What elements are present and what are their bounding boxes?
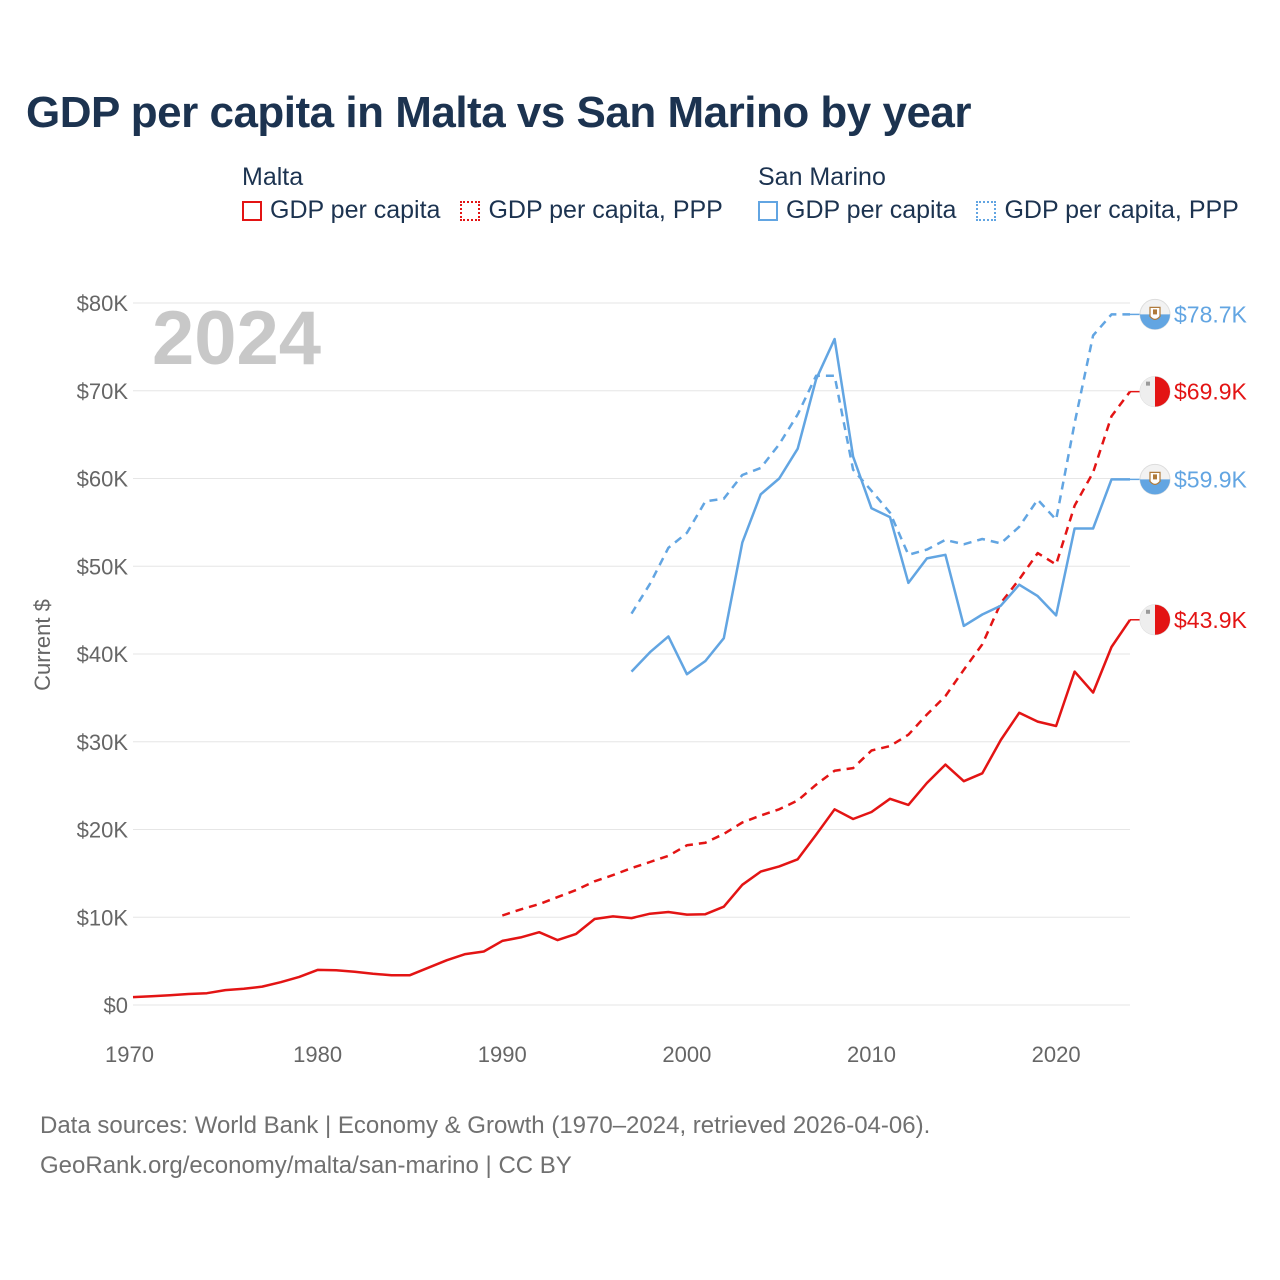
legend-item-malta-gdp[interactable]: GDP per capita xyxy=(242,196,440,225)
series-line-malta-solid[interactable] xyxy=(132,619,1132,999)
end-value-label: $59.9K xyxy=(1174,466,1248,492)
x-tick-label: 1990 xyxy=(478,1042,527,1067)
san-marino-flag-icon xyxy=(1139,298,1171,330)
x-tick-label: 1980 xyxy=(293,1042,342,1067)
line-chart: 2024 $0$10K$20K$30K$40K$50K$60K$70K$80K … xyxy=(30,291,1248,1067)
y-tick-label: $60K xyxy=(77,467,129,492)
legend-label: GDP per capita xyxy=(270,196,441,224)
legend-item-san-marino-gdp-ppp[interactable]: GDP per capita, PPP xyxy=(976,196,1239,225)
x-tick-label: 1970 xyxy=(105,1042,154,1067)
end-value-label: $43.9K xyxy=(1174,607,1248,633)
legend-item-san-marino-gdp[interactable]: GDP per capita xyxy=(758,196,956,225)
legend-label: GDP per capita, PPP xyxy=(488,196,723,224)
legend-swatch-dotted xyxy=(976,200,997,221)
y-tick-label: $30K xyxy=(77,730,129,755)
end-value-label: $69.9K xyxy=(1174,379,1248,405)
legend-item-malta-gdp-ppp[interactable]: GDP per capita, PPP xyxy=(460,196,723,225)
legend-swatch-dotted xyxy=(460,200,481,221)
y-axis-label: Current $ xyxy=(30,599,55,691)
y-axis: $0 $10K $20K $30K $40K $50K $60K $70K $80K xyxy=(77,291,129,1018)
y-tick-label: $70K xyxy=(77,379,129,404)
series-line-malta-dashed[interactable] xyxy=(501,390,1131,917)
end-value-label: $78.7K xyxy=(1174,301,1248,327)
end-labels: $43.9K $69.9K $59.9K $78.7K xyxy=(1130,298,1248,636)
x-tick-label: 2020 xyxy=(1032,1042,1081,1067)
legend-group-title: Malta xyxy=(242,163,304,191)
y-tick-label: $80K xyxy=(77,291,129,316)
chart-title: GDP per capita in Malta vs San Marino by… xyxy=(26,88,972,137)
footer-sources: Data sources: World Bank | Economy & Gro… xyxy=(40,1112,931,1139)
footer: Data sources: World Bank | Economy & Gro… xyxy=(40,1106,930,1186)
san-marino-flag-icon xyxy=(1139,463,1171,495)
malta-flag-icon xyxy=(1139,376,1171,408)
grid xyxy=(133,302,1130,1006)
legend-swatch-solid xyxy=(758,200,778,221)
legend-label: GDP per capita xyxy=(786,196,957,224)
y-tick-label: $50K xyxy=(77,554,129,579)
y-tick-label: $0 xyxy=(104,993,128,1018)
y-tick-label: $10K xyxy=(77,905,129,930)
x-tick-label: 2000 xyxy=(662,1042,711,1067)
malta-flag-icon xyxy=(1139,604,1171,636)
year-overlay: 2024 xyxy=(152,296,321,381)
y-tick-label: $40K xyxy=(77,642,129,667)
x-tick-label: 2010 xyxy=(847,1042,896,1067)
legend-group-title: San Marino xyxy=(758,163,886,191)
y-tick-label: $20K xyxy=(77,818,129,843)
legend-group-malta: Malta GDP per capita GDP per capita, PPP xyxy=(242,162,723,225)
legend-swatch-solid xyxy=(242,200,262,221)
series xyxy=(132,313,1132,999)
legend-label: GDP per capita, PPP xyxy=(1004,196,1239,224)
footer-attribution: GeoRank.org/economy/malta/san-marino | C… xyxy=(40,1152,572,1179)
series-line-san_marino-solid[interactable] xyxy=(630,337,1131,676)
x-axis: 1970 1980 1990 2000 2010 2020 xyxy=(105,1042,1081,1067)
legend-group-san-marino: San Marino GDP per capita GDP per capita… xyxy=(758,162,1239,225)
series-line-san_marino-dashed[interactable] xyxy=(630,313,1131,615)
